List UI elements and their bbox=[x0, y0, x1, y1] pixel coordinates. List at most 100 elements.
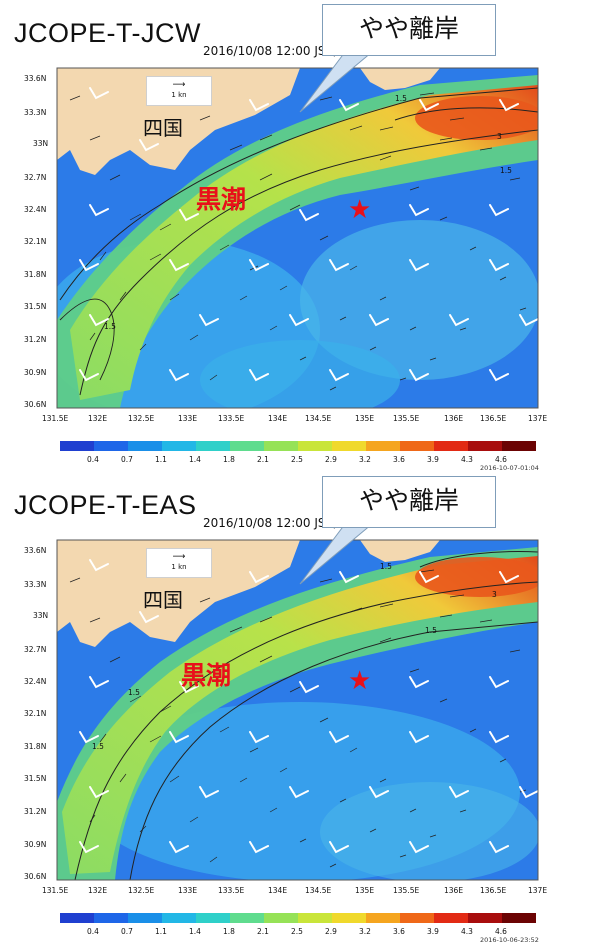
lat-tick: 31.5N bbox=[24, 774, 47, 783]
lon-tick: 133E bbox=[178, 414, 198, 423]
lon-tick: 135.5E bbox=[393, 414, 420, 423]
map-eas bbox=[56, 523, 539, 923]
lat-tick: 30.6N bbox=[24, 400, 47, 409]
wind-barbs bbox=[79, 559, 538, 854]
reference-arrow-box: ⟶ 1 kn bbox=[146, 76, 212, 106]
colorbar-tick: 2.1 bbox=[257, 455, 269, 464]
lon-tick: 136E bbox=[444, 414, 464, 423]
contour-label: 1.5 bbox=[500, 166, 512, 175]
colorbar-tick: 4.6 bbox=[495, 455, 507, 464]
lon-tick: 132.5E bbox=[128, 886, 155, 895]
velocity-arrows bbox=[69, 569, 527, 868]
colorbar-tick: 3.2 bbox=[359, 455, 371, 464]
lon-tick: 137E bbox=[528, 414, 548, 423]
lat-tick: 30.6N bbox=[24, 872, 47, 881]
lat-tick: 30.9N bbox=[24, 368, 47, 377]
colorbar bbox=[60, 441, 536, 451]
colorbar-tick: 2.9 bbox=[325, 927, 337, 936]
reference-arrow-icon: ⟶ bbox=[172, 552, 186, 562]
contour-label: 1.5 bbox=[380, 562, 392, 571]
contour-label: 1.5 bbox=[425, 626, 437, 635]
lat-tick: 33.6N bbox=[24, 74, 47, 83]
lon-tick: 137E bbox=[528, 886, 548, 895]
velocity-arrows bbox=[69, 92, 527, 391]
reference-arrow-label: 1 kn bbox=[171, 563, 187, 571]
contour-label: 1.5 bbox=[104, 322, 116, 331]
colorbar-tick: 2.9 bbox=[325, 455, 337, 464]
colorbar-stamp: 2016-10-06-23:52 bbox=[480, 936, 539, 944]
colorbar-tick: 0.7 bbox=[121, 455, 133, 464]
colorbar-tick: 4.3 bbox=[461, 927, 473, 936]
lat-tick: 33N bbox=[33, 139, 49, 148]
contour-label: 1.5 bbox=[128, 688, 140, 697]
kuroshio-label: 黒潮 bbox=[181, 661, 232, 690]
lat-tick: 32.7N bbox=[24, 173, 47, 182]
colorbar bbox=[60, 913, 536, 923]
lat-tick: 33N bbox=[33, 611, 49, 620]
colorbar-tick: 4.3 bbox=[461, 455, 473, 464]
colorbar-tick: 2.1 bbox=[257, 927, 269, 936]
callout-offshore: やや離岸 bbox=[322, 476, 496, 528]
lat-tick: 32.4N bbox=[24, 205, 47, 214]
lat-tick: 33.6N bbox=[24, 546, 47, 555]
lat-tick: 32.1N bbox=[24, 237, 47, 246]
lon-tick: 136.5E bbox=[480, 886, 507, 895]
lon-tick: 132E bbox=[88, 414, 108, 423]
colorbar-tick: 4.6 bbox=[495, 927, 507, 936]
reference-arrow-box: ⟶ 1 kn bbox=[146, 548, 212, 578]
lon-tick: 133.5E bbox=[218, 886, 245, 895]
lat-tick: 31.8N bbox=[24, 742, 47, 751]
colorbar-tick: 2.5 bbox=[291, 927, 303, 936]
colorbar-tick: 1.4 bbox=[189, 455, 201, 464]
colorbar-tick: 3.2 bbox=[359, 927, 371, 936]
lat-tick: 32.7N bbox=[24, 645, 47, 654]
lon-tick: 134E bbox=[268, 414, 288, 423]
lon-tick: 131.5E bbox=[42, 886, 69, 895]
lon-tick: 131.5E bbox=[42, 414, 69, 423]
lat-tick: 31.5N bbox=[24, 302, 47, 311]
colorbar-tick: 0.7 bbox=[121, 927, 133, 936]
lon-tick: 132E bbox=[88, 886, 108, 895]
lon-tick: 135E bbox=[355, 886, 375, 895]
colorbar-tick: 3.6 bbox=[393, 927, 405, 936]
kuroshio-label: 黒潮 bbox=[196, 185, 247, 214]
lon-tick: 136E bbox=[444, 886, 464, 895]
callout-offshore: やや離岸 bbox=[322, 4, 496, 56]
panel-jcw: JCOPE-T-JCW 2016/10/08 12:00 JST, z=0m や… bbox=[0, 0, 600, 472]
colorbar-tick: 3.9 bbox=[427, 927, 439, 936]
colorbar-tick: 0.4 bbox=[87, 455, 99, 464]
colorbar-tick: 3.6 bbox=[393, 455, 405, 464]
colorbar-stamp: 2016-10-07-01:04 bbox=[480, 464, 539, 472]
shikoku-label: 四国 bbox=[143, 588, 183, 612]
star-marker-icon: ★ bbox=[348, 195, 372, 225]
map-jcw bbox=[56, 51, 539, 451]
colorbar-tick: 3.9 bbox=[427, 455, 439, 464]
colorbar-tick: 1.1 bbox=[155, 455, 167, 464]
star-marker-icon: ★ bbox=[348, 666, 372, 696]
lon-tick: 134.5E bbox=[305, 886, 332, 895]
lat-tick: 31.8N bbox=[24, 270, 47, 279]
lat-tick: 30.9N bbox=[24, 840, 47, 849]
lat-tick: 32.1N bbox=[24, 709, 47, 718]
lon-tick: 132.5E bbox=[128, 414, 155, 423]
model-title: JCOPE-T-EAS bbox=[14, 490, 197, 520]
lat-tick: 31.2N bbox=[24, 807, 47, 816]
model-title: JCOPE-T-JCW bbox=[14, 18, 201, 48]
lat-tick: 33.3N bbox=[24, 108, 47, 117]
panel-eas: JCOPE-T-EAS 2016/10/08 12:00 JST, z=0m や… bbox=[0, 472, 600, 944]
contour-label: 1.5 bbox=[395, 94, 407, 103]
contour-label-high: 3 bbox=[497, 132, 502, 141]
colorbar-tick: 1.4 bbox=[189, 927, 201, 936]
colorbar-tick: 2.5 bbox=[291, 455, 303, 464]
lat-tick: 32.4N bbox=[24, 677, 47, 686]
colorbar-tick: 1.8 bbox=[223, 927, 235, 936]
colorbar-tick: 0.4 bbox=[87, 927, 99, 936]
lon-tick: 133.5E bbox=[218, 414, 245, 423]
colorbar-tick: 1.8 bbox=[223, 455, 235, 464]
lat-tick: 31.2N bbox=[24, 335, 47, 344]
wind-barbs bbox=[79, 87, 538, 382]
colorbar-tick: 1.1 bbox=[155, 927, 167, 936]
lat-tick: 33.3N bbox=[24, 580, 47, 589]
lon-tick: 133E bbox=[178, 886, 198, 895]
reference-arrow-icon: ⟶ bbox=[172, 80, 186, 90]
